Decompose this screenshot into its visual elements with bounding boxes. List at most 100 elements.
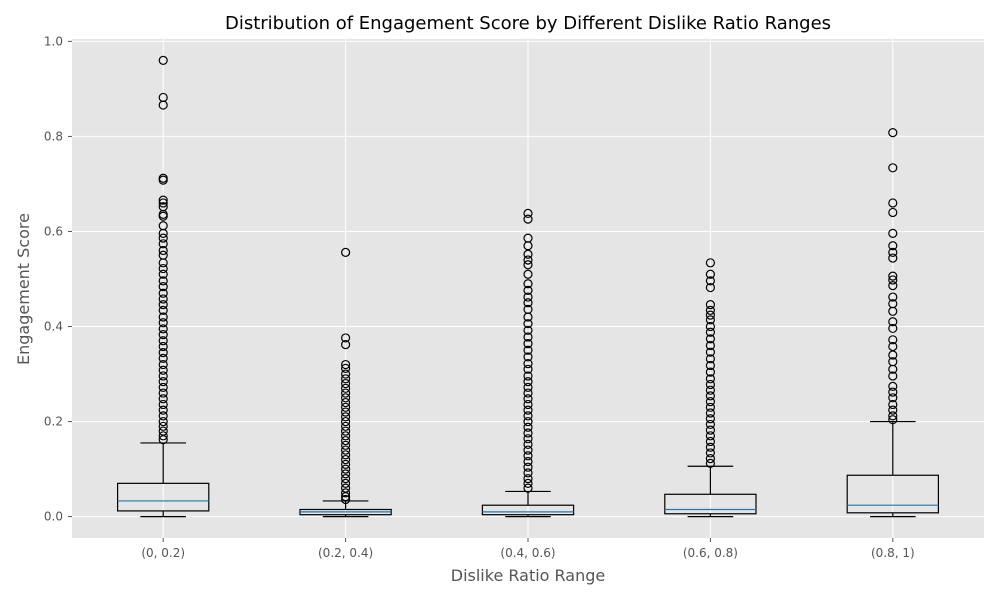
outlier-point <box>523 298 533 308</box>
outlier-point <box>888 275 898 285</box>
outlier-point <box>888 350 898 360</box>
outlier-point <box>705 391 716 401</box>
outlier-point <box>888 387 898 397</box>
outlier-point <box>341 402 351 412</box>
x-tick-label: (0.8, 1) <box>871 546 915 560</box>
outlier-point <box>888 317 898 327</box>
outlier-point <box>888 292 898 302</box>
outlier-point <box>341 397 351 408</box>
outlier-point <box>523 468 533 478</box>
outlier-point <box>341 454 351 465</box>
x-tick-label: (0, 0.2) <box>141 546 185 560</box>
outlier-point <box>705 419 716 430</box>
outlier-point <box>158 435 168 445</box>
outlier-point <box>705 315 716 325</box>
box-iqr <box>481 504 575 516</box>
outlier-point <box>158 329 168 340</box>
outlier-point <box>888 411 898 421</box>
outlier-point <box>158 239 168 249</box>
outlier-point <box>158 359 168 370</box>
outlier-point <box>158 382 168 392</box>
box-plot-group <box>481 208 575 518</box>
outlier-point <box>158 312 168 322</box>
outlier-point <box>341 440 351 450</box>
outlier-point <box>705 310 716 320</box>
outlier-point <box>523 439 533 449</box>
outlier-point <box>523 332 533 342</box>
outlier-point <box>523 445 533 455</box>
outlier-point <box>523 416 533 427</box>
outlier-point <box>158 353 168 363</box>
outlier-point <box>705 454 716 464</box>
outlier-point <box>705 448 716 458</box>
outlier-point <box>158 55 168 65</box>
outlier-point <box>705 354 716 364</box>
outlier-point <box>158 228 168 238</box>
outlier-point <box>888 253 898 263</box>
outlier-point <box>523 473 533 484</box>
outlier-point <box>523 352 533 362</box>
outlier-point <box>523 428 533 438</box>
outlier-point <box>523 462 533 472</box>
outlier-point <box>158 341 168 352</box>
box-plots <box>116 55 940 518</box>
outlier-point <box>705 408 716 418</box>
outlier-point <box>158 365 168 375</box>
x-tick-label: (0.6, 0.8) <box>683 546 738 560</box>
outlier-point <box>158 405 168 415</box>
outlier-point <box>888 405 898 415</box>
outlier-point <box>158 377 168 387</box>
box-plot-group <box>299 247 392 518</box>
outlier-point <box>523 456 533 467</box>
x-tick-label: (0.4, 0.6) <box>500 546 555 560</box>
outlier-point <box>523 269 533 279</box>
outlier-point <box>523 292 533 302</box>
outlier-point <box>158 269 168 279</box>
outlier-point <box>705 397 716 407</box>
outlier-point <box>888 393 898 403</box>
outlier-point <box>705 374 716 384</box>
y-tick-label: 0.6 <box>44 224 63 238</box>
outlier-point <box>341 393 351 403</box>
outlier-point <box>523 345 533 355</box>
outlier-point <box>158 281 168 292</box>
outlier-point <box>888 228 898 238</box>
outlier-point <box>158 336 168 346</box>
outlier-point <box>705 442 716 452</box>
outlier-point <box>341 247 351 257</box>
outlier-point <box>158 421 168 431</box>
box-iqr <box>664 493 757 515</box>
box-iqr <box>116 482 210 512</box>
outlier-point <box>705 347 716 357</box>
outlier-point <box>158 305 168 315</box>
outlier-point <box>888 247 898 257</box>
outlier-point <box>158 300 168 310</box>
outlier-point <box>523 364 533 374</box>
outlier-point <box>705 327 716 337</box>
outlier-point <box>888 306 898 316</box>
y-tick-label: 0.2 <box>44 415 63 429</box>
outlier-point <box>705 458 716 468</box>
outlier-point <box>523 478 533 488</box>
box-plot-group <box>846 128 940 518</box>
outlier-point <box>341 492 351 502</box>
outlier-point <box>705 414 716 424</box>
outlier-point <box>705 379 716 390</box>
outlier-point <box>341 359 351 370</box>
outlier-point <box>705 360 716 371</box>
outlier-point <box>158 175 168 185</box>
outlier-point <box>341 412 351 422</box>
outlier-point <box>523 255 533 265</box>
outlier-point <box>158 195 168 205</box>
outlier-point <box>705 340 716 351</box>
outlier-point <box>158 394 168 404</box>
outlier-point <box>523 319 533 329</box>
outlier-point <box>523 358 533 369</box>
outlier-point <box>158 263 168 274</box>
outlier-point <box>523 285 533 296</box>
outlier-point <box>158 258 168 268</box>
outlier-point <box>523 483 533 493</box>
outlier-point <box>888 335 898 345</box>
outlier-point <box>888 281 898 291</box>
